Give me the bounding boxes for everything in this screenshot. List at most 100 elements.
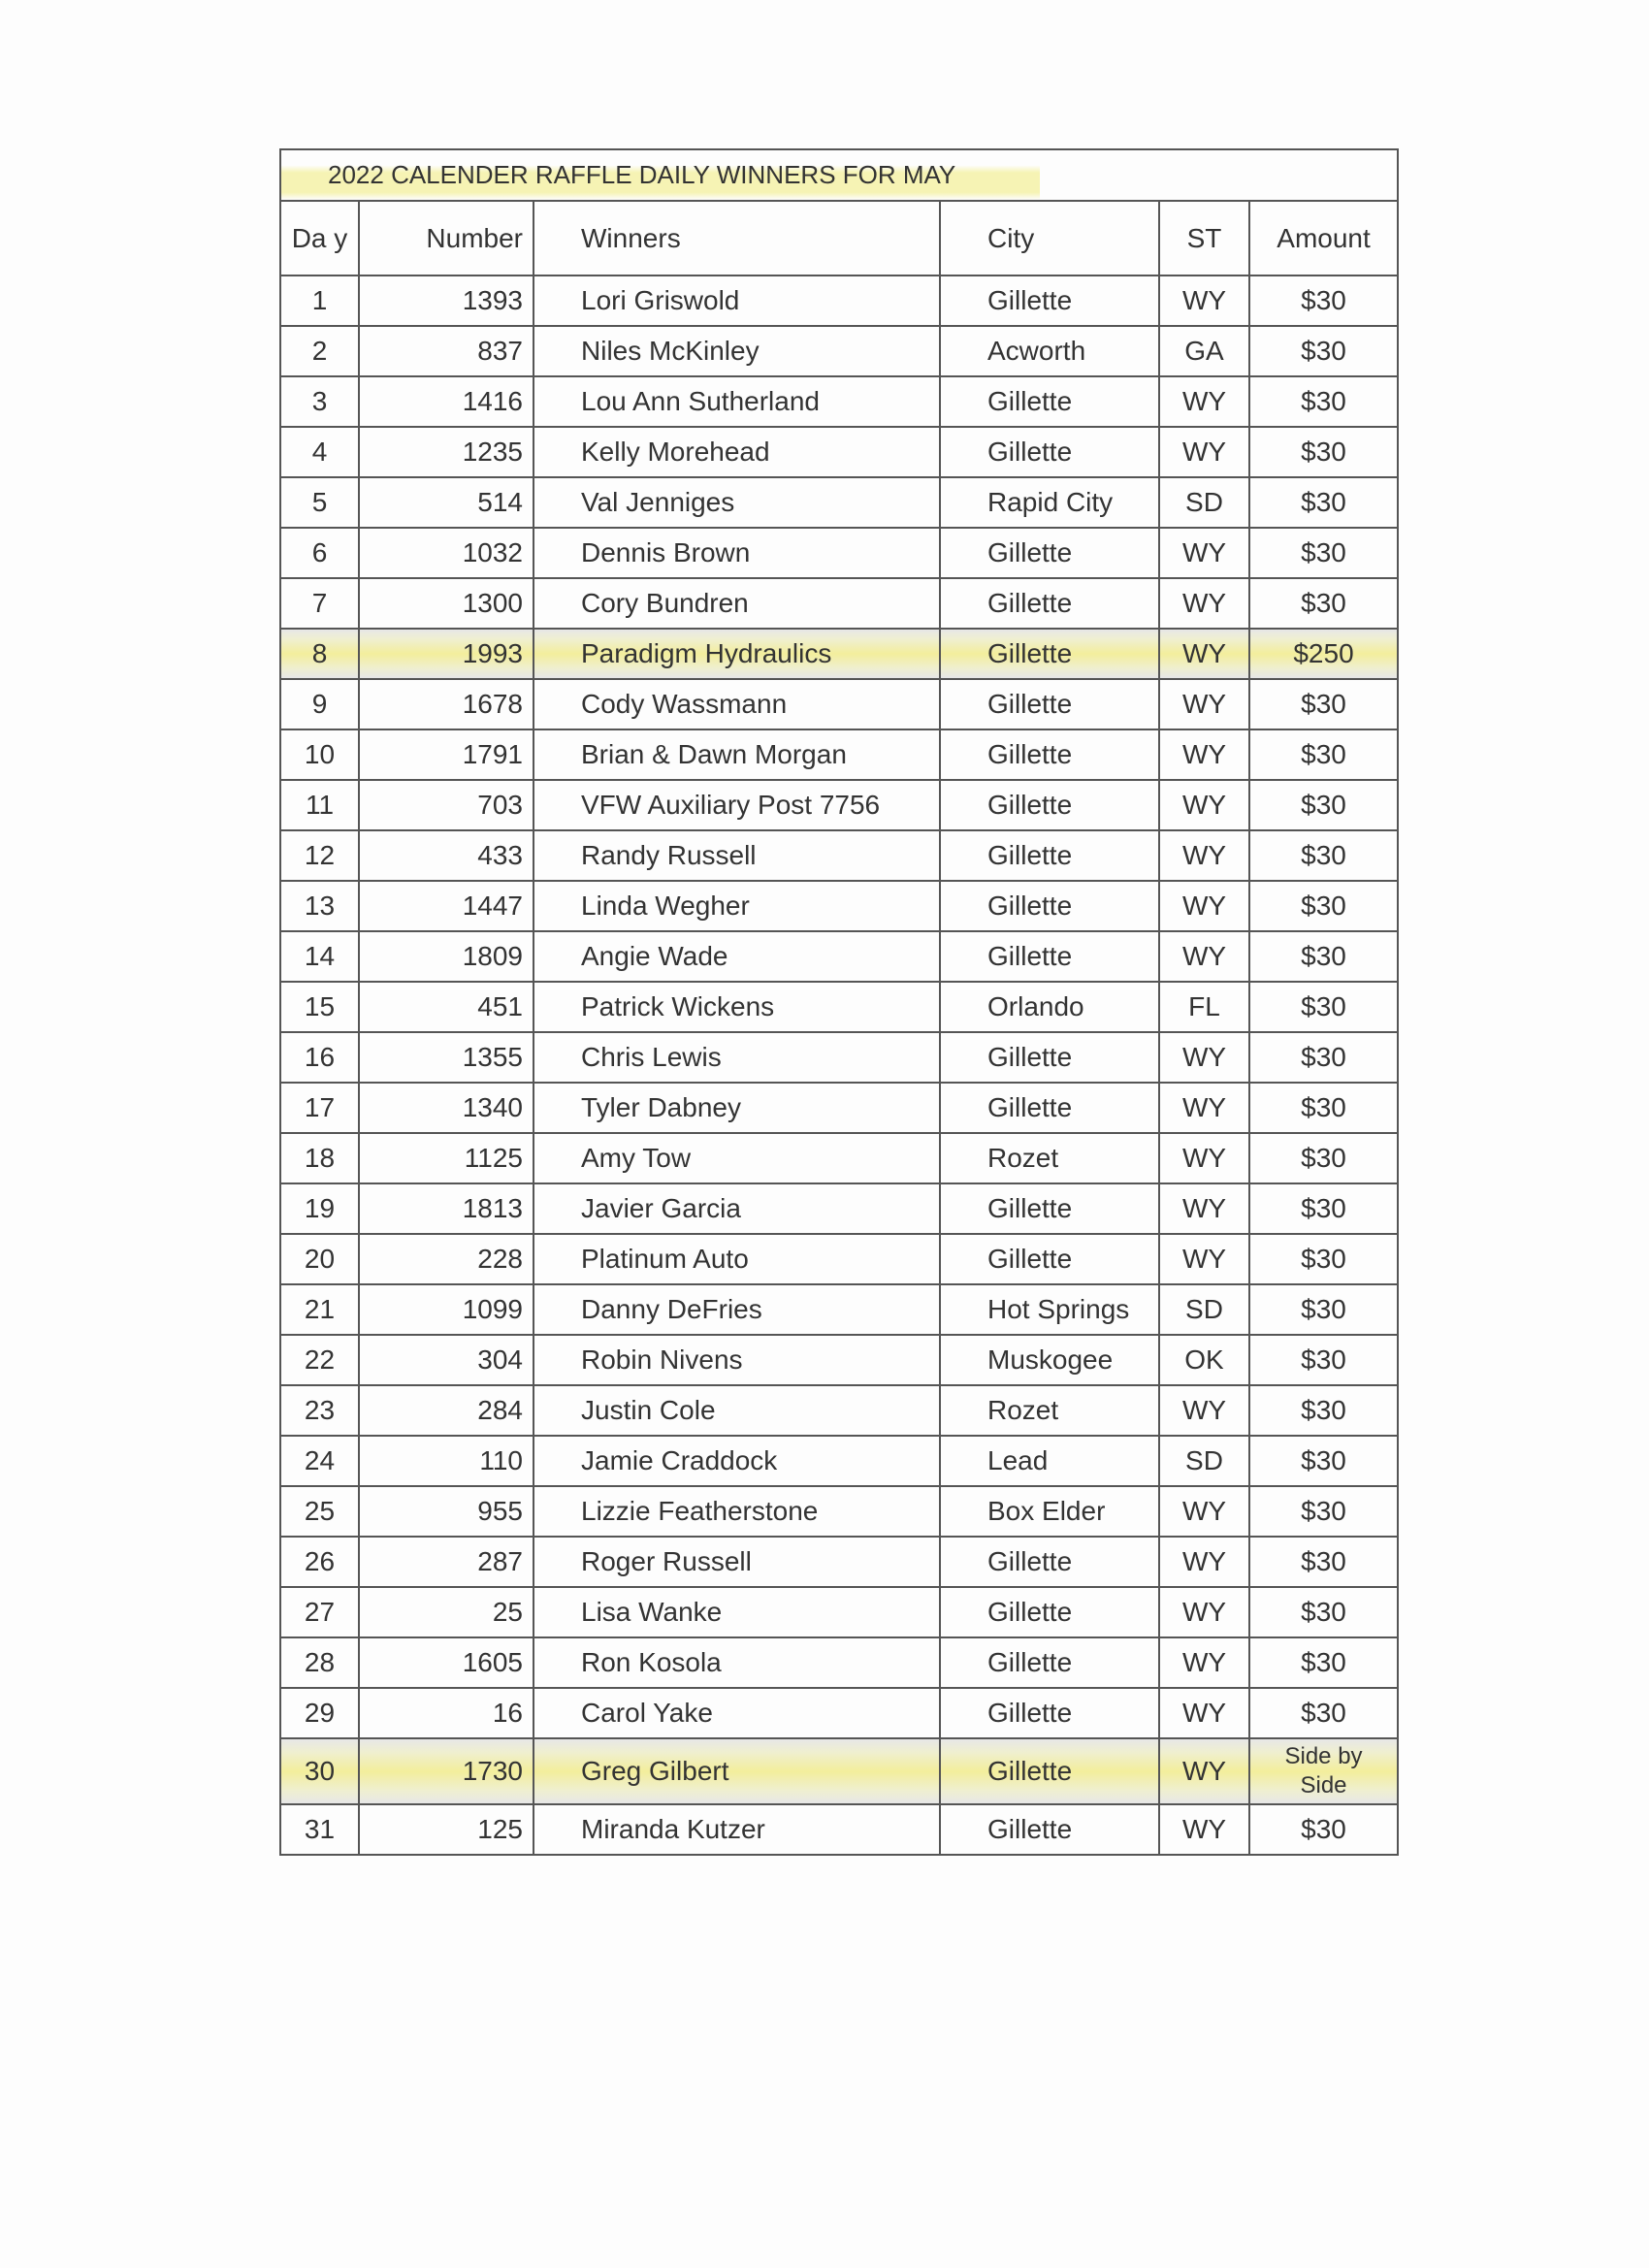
table-row: 3 1416 Lou Ann Sutherland Gillette WY $30 [279, 375, 1400, 428]
cell-number: 16 [358, 1687, 534, 1739]
table-row: 28 1605 Ron Kosola Gillette WY $30 [279, 1636, 1400, 1689]
cell-day: 23 [279, 1384, 360, 1437]
cell-winner: Greg Gilbert [533, 1737, 941, 1805]
table-row: 6 1032 Dennis Brown Gillette WY $30 [279, 527, 1400, 579]
table-title: 2022 CALENDER RAFFLE DAILY WINNERS FOR M… [278, 148, 1400, 202]
table-row: 11 703 VFW Auxiliary Post 7756 Gillette WY $3… [279, 779, 1400, 831]
cell-number: 284 [358, 1384, 534, 1437]
cell-day: 17 [279, 1082, 360, 1134]
cell-number: 25 [358, 1586, 534, 1638]
cell-st: WY [1158, 1183, 1250, 1235]
cell-st: OK [1158, 1334, 1250, 1386]
table-row: 19 1813 Javier Garcia Gillette WY $30 [279, 1183, 1400, 1235]
cell-winner: Kelly Morehead [533, 426, 941, 478]
cell-day: 3 [279, 375, 360, 428]
cell-amount: $30 [1247, 426, 1400, 478]
cell-winner: Patrick Wickens [533, 981, 941, 1033]
cell-number: 1678 [358, 678, 534, 730]
cell-number: 1605 [358, 1636, 534, 1689]
cell-amount: $30 [1247, 880, 1400, 932]
header-row: Da y Number Winners City ST Amount [279, 200, 1400, 276]
cell-number: 1032 [358, 527, 534, 579]
cell-number: 1235 [358, 426, 534, 478]
col-header-amount: Amount [1247, 200, 1400, 276]
cell-day: 2 [279, 325, 360, 377]
cell-number: 110 [358, 1435, 534, 1487]
cell-winner: VFW Auxiliary Post 7756 [533, 779, 941, 831]
cell-st: WY [1158, 1082, 1250, 1134]
cell-number: 1300 [358, 577, 534, 630]
table-row: 17 1340 Tyler Dabney Gillette WY $30 [279, 1082, 1400, 1134]
cell-city: Gillette [939, 678, 1160, 730]
cell-day: 1 [279, 275, 360, 327]
cell-number: 1791 [358, 729, 534, 781]
table-row: 25 955 Lizzie Featherstone Box Elder WY $30 [279, 1485, 1400, 1538]
cell-amount: $30 [1247, 1183, 1400, 1235]
cell-st: WY [1158, 1536, 1250, 1588]
cell-st: WY [1158, 1687, 1250, 1739]
table-row: 7 1300 Cory Bundren Gillette WY $30 [279, 577, 1400, 630]
cell-city: Gillette [939, 1233, 1160, 1285]
cell-number: 837 [358, 325, 534, 377]
cell-winner: Robin Nivens [533, 1334, 941, 1386]
cell-number: 433 [358, 829, 534, 882]
cell-winner: Cody Wassmann [533, 678, 941, 730]
cell-number: 1993 [358, 628, 534, 680]
cell-st: WY [1158, 275, 1250, 327]
cell-amount: $30 [1247, 1132, 1400, 1184]
cell-winner: Val Jenniges [533, 476, 941, 529]
cell-amount: $30 [1247, 476, 1400, 529]
table-row: 31 125 Miranda Kutzer Gillette WY $30 [279, 1803, 1400, 1856]
cell-day: 12 [279, 829, 360, 882]
table-row: 9 1678 Cody Wassmann Gillette WY $30 [279, 678, 1400, 730]
cell-st: WY [1158, 1233, 1250, 1285]
cell-st: WY [1158, 1737, 1250, 1805]
cell-day: 14 [279, 930, 360, 983]
cell-city: Gillette [939, 1031, 1160, 1084]
cell-number: 1125 [358, 1132, 534, 1184]
table-row: 16 1355 Chris Lewis Gillette WY $30 [279, 1031, 1400, 1084]
table-row: 4 1235 Kelly Morehead Gillette WY $30 [279, 426, 1400, 478]
cell-city: Gillette [939, 729, 1160, 781]
cell-day: 26 [279, 1536, 360, 1588]
cell-city: Rozet [939, 1132, 1160, 1184]
cell-st: WY [1158, 1132, 1250, 1184]
cell-amount: $30 [1247, 1283, 1400, 1336]
cell-st: WY [1158, 375, 1250, 428]
cell-st: WY [1158, 880, 1250, 932]
cell-st: SD [1158, 476, 1250, 529]
cell-number: 1813 [358, 1183, 534, 1235]
cell-winner: Ron Kosola [533, 1636, 941, 1689]
table-row: 30 1730 Greg Gilbert Gillette WY Side by Side [279, 1737, 1400, 1805]
cell-amount: $30 [1247, 275, 1400, 327]
table-row: 15 451 Patrick Wickens Orlando FL $30 [279, 981, 1400, 1033]
cell-st: WY [1158, 628, 1250, 680]
cell-winner: Brian & Dawn Morgan [533, 729, 941, 781]
cell-day: 24 [279, 1435, 360, 1487]
col-header-st: ST [1158, 200, 1250, 276]
cell-winner: Javier Garcia [533, 1183, 941, 1235]
cell-number: 1355 [358, 1031, 534, 1084]
cell-number: 1809 [358, 930, 534, 983]
cell-day: 22 [279, 1334, 360, 1386]
cell-amount: $30 [1247, 1334, 1400, 1386]
cell-amount: $30 [1247, 678, 1400, 730]
table-row: 29 16 Carol Yake Gillette WY $30 [279, 1687, 1400, 1739]
cell-city: Hot Springs [939, 1283, 1160, 1336]
cell-number: 514 [358, 476, 534, 529]
table-row: 14 1809 Angie Wade Gillette WY $30 [279, 930, 1400, 983]
cell-city: Gillette [939, 880, 1160, 932]
cell-winner: Tyler Dabney [533, 1082, 941, 1134]
table-row: 27 25 Lisa Wanke Gillette WY $30 [279, 1586, 1400, 1638]
cell-day: 21 [279, 1283, 360, 1336]
cell-winner: Cory Bundren [533, 577, 941, 630]
table-row: 21 1099 Danny DeFries Hot Springs SD $30 [279, 1283, 1400, 1336]
cell-city: Gillette [939, 628, 1160, 680]
table-row: 26 287 Roger Russell Gillette WY $30 [279, 1536, 1400, 1588]
cell-number: 703 [358, 779, 534, 831]
cell-day: 13 [279, 880, 360, 932]
cell-st: WY [1158, 1485, 1250, 1538]
cell-day: 28 [279, 1636, 360, 1689]
table-row: 18 1125 Amy Tow Rozet WY $30 [279, 1132, 1400, 1184]
cell-day: 20 [279, 1233, 360, 1285]
